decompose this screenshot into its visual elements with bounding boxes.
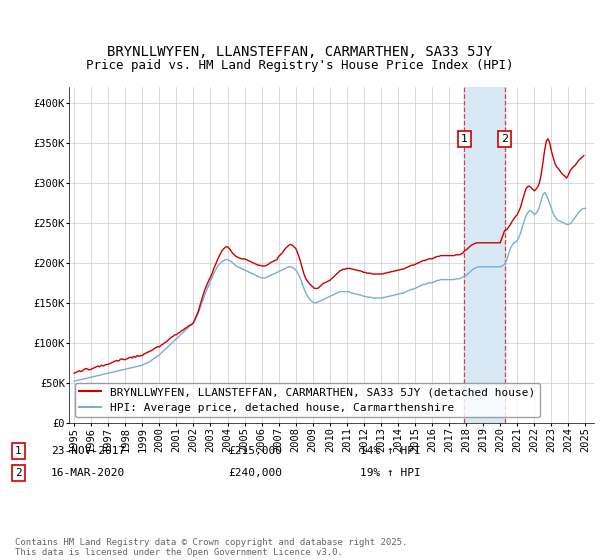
- Text: Contains HM Land Registry data © Crown copyright and database right 2025.
This d: Contains HM Land Registry data © Crown c…: [15, 538, 407, 557]
- Text: 2: 2: [15, 468, 22, 478]
- Text: 16-MAR-2020: 16-MAR-2020: [51, 468, 125, 478]
- Text: 1: 1: [15, 446, 22, 456]
- Text: Price paid vs. HM Land Registry's House Price Index (HPI): Price paid vs. HM Land Registry's House …: [86, 59, 514, 72]
- Text: 2: 2: [501, 134, 508, 144]
- Text: £215,000: £215,000: [228, 446, 282, 456]
- Text: 23-NOV-2017: 23-NOV-2017: [51, 446, 125, 456]
- Legend: BRYNLLWYFEN, LLANSTEFFAN, CARMARTHEN, SA33 5JY (detached house), HPI: Average pr: BRYNLLWYFEN, LLANSTEFFAN, CARMARTHEN, SA…: [74, 383, 540, 417]
- Bar: [464, 87, 505, 423]
- Text: 14% ↑ HPI: 14% ↑ HPI: [360, 446, 421, 456]
- Text: £240,000: £240,000: [228, 468, 282, 478]
- Text: 19% ↑ HPI: 19% ↑ HPI: [360, 468, 421, 478]
- Text: 1: 1: [461, 134, 468, 144]
- Text: BRYNLLWYFEN, LLANSTEFFAN, CARMARTHEN, SA33 5JY: BRYNLLWYFEN, LLANSTEFFAN, CARMARTHEN, SA…: [107, 45, 493, 59]
